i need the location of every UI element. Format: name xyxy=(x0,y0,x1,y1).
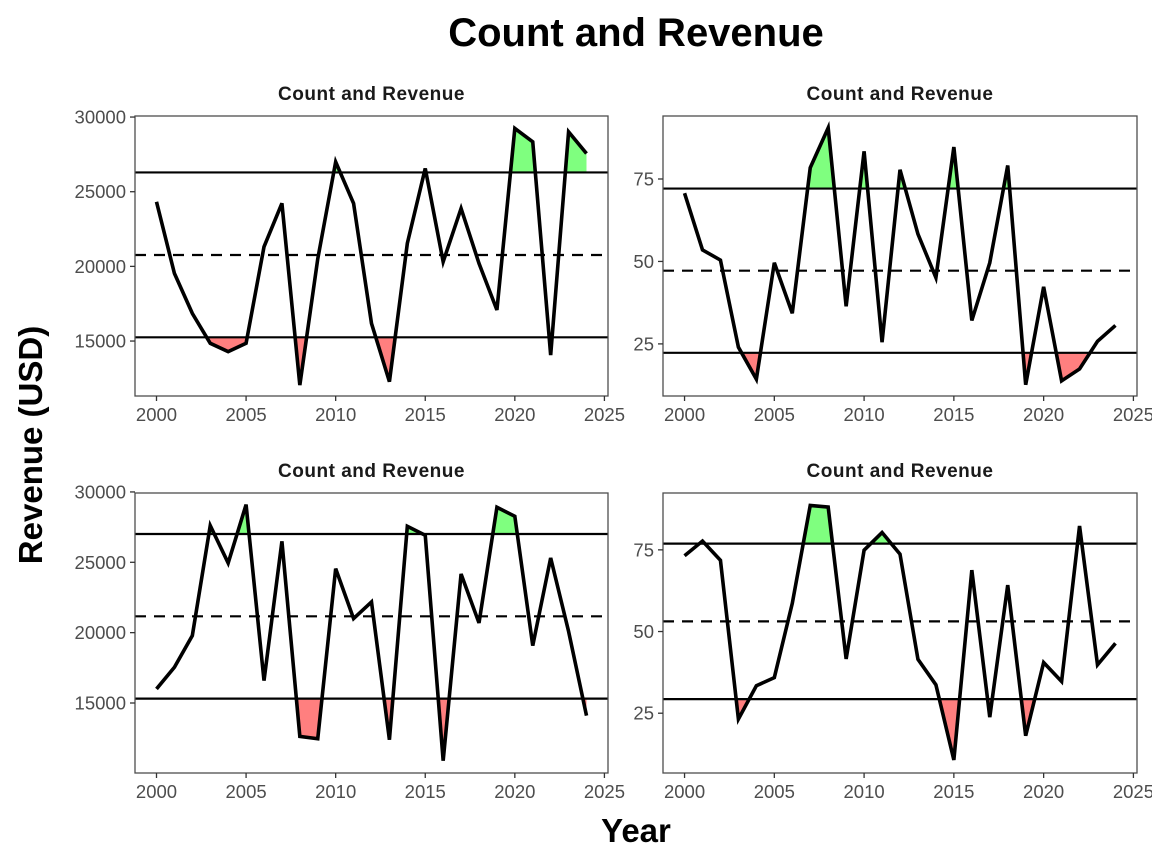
x-tick-label: 2025 xyxy=(584,781,625,802)
x-tick-label: 2020 xyxy=(1023,404,1064,425)
x-tick-label: 2020 xyxy=(1023,781,1064,802)
y-tick-label: 20000 xyxy=(75,622,126,643)
series-line xyxy=(682,120,1117,386)
y-tick-label: 50 xyxy=(633,251,654,272)
x-tick-label: 2005 xyxy=(754,781,795,802)
panel-title: Count and Revenue xyxy=(278,461,465,482)
x-tick-label: 2005 xyxy=(226,404,267,425)
x-tick-label: 2010 xyxy=(315,781,356,802)
chart-title: Count and Revenue xyxy=(448,11,824,55)
x-tick-label: 2020 xyxy=(494,404,535,425)
x-tick-label: 2025 xyxy=(1113,404,1152,425)
y-tick-label: 20000 xyxy=(75,256,126,277)
panels-group: Count and Revenue 2000 2005 2010 2015 2020 202… xyxy=(75,84,1152,802)
y-tick-label: 75 xyxy=(633,539,654,560)
y-tick-label: 30000 xyxy=(75,481,126,502)
y-tick-label: 50 xyxy=(633,621,654,642)
y-tick-label: 25000 xyxy=(75,181,126,202)
x-tick-label: 2000 xyxy=(664,781,705,802)
y-axis-title: Revenue (USD) xyxy=(12,326,49,564)
below-threshold-fill xyxy=(206,337,248,352)
panel-3: Count and Revenue 2000 2005 2010 2015 2020 202… xyxy=(75,461,625,802)
panel-1: Count and Revenue 2000 2005 2010 2015 2020 202… xyxy=(75,84,625,425)
panel-4: Count and Revenue 2000 2005 2010 2015 2020 202… xyxy=(633,461,1152,802)
y-tick-label: 30000 xyxy=(75,107,126,128)
x-tick-label: 2005 xyxy=(226,781,267,802)
x-tick-label: 2015 xyxy=(933,404,974,425)
above-threshold-fill xyxy=(803,505,833,544)
x-tick-label: 2000 xyxy=(664,404,705,425)
x-tick-label: 2010 xyxy=(844,781,885,802)
panel-2: Count and Revenue 2000 2005 2010 2015 2020 202… xyxy=(633,84,1152,425)
panel-title: Count and Revenue xyxy=(807,461,994,482)
panel-border xyxy=(662,492,1138,774)
y-tick-label: 15000 xyxy=(75,331,126,352)
y-tick-label: 15000 xyxy=(75,693,126,714)
y-tick-label: 25 xyxy=(633,333,654,354)
plot-area xyxy=(135,125,608,386)
plot-area xyxy=(663,120,1137,386)
panel-title: Count and Revenue xyxy=(278,84,465,105)
x-tick-label: 2005 xyxy=(754,404,795,425)
x-tick-label: 2010 xyxy=(844,404,885,425)
panel-border xyxy=(662,115,1138,397)
y-tick-label: 75 xyxy=(633,168,654,189)
x-tick-label: 2015 xyxy=(405,404,446,425)
x-tick-label: 2025 xyxy=(584,404,625,425)
x-tick-label: 2020 xyxy=(494,781,535,802)
plot-area xyxy=(135,504,608,761)
series-line xyxy=(155,504,589,761)
panel-border xyxy=(134,115,609,397)
y-tick-label: 25 xyxy=(633,703,654,724)
plot-area xyxy=(663,503,1137,761)
x-axis-title: Year xyxy=(601,812,671,849)
x-tick-label: 2000 xyxy=(136,781,177,802)
x-tick-label: 2000 xyxy=(136,404,177,425)
y-tick-label: 25000 xyxy=(75,552,126,573)
x-tick-label: 2015 xyxy=(405,781,446,802)
above-threshold-fill xyxy=(565,131,587,173)
panel-title: Count and Revenue xyxy=(807,84,994,105)
x-tick-label: 2010 xyxy=(315,404,356,425)
below-threshold-fill xyxy=(1056,352,1091,381)
x-tick-label: 2025 xyxy=(1113,781,1152,802)
below-threshold-fill xyxy=(296,698,322,739)
above-threshold-fill xyxy=(807,127,835,189)
above-threshold-fill xyxy=(492,507,518,535)
x-tick-label: 2015 xyxy=(933,781,974,802)
